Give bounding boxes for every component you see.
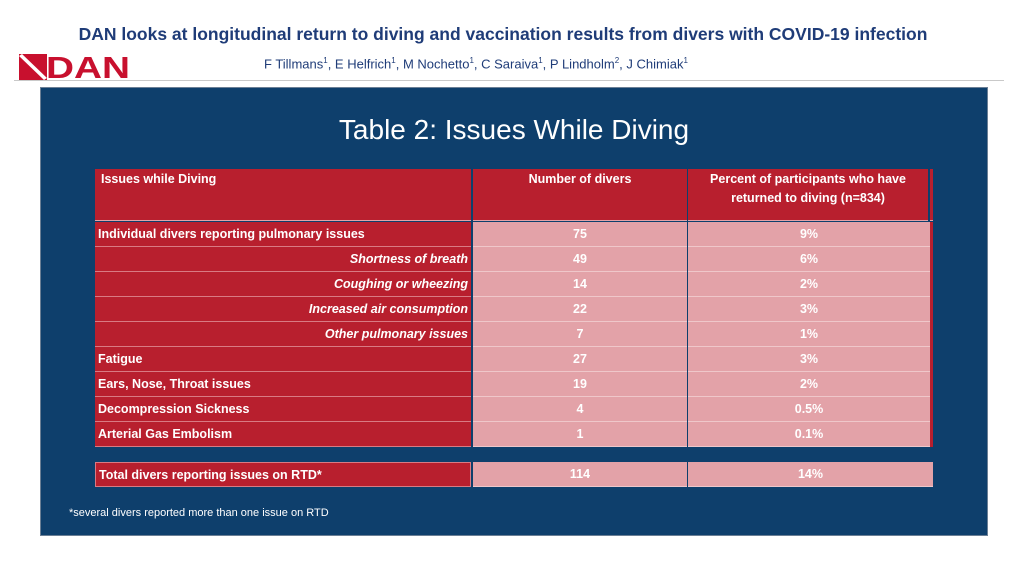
- author-name: J Chimiak: [626, 56, 684, 72]
- issue-label: Coughing or wheezing: [95, 272, 471, 297]
- table-row: Individual divers reporting pulmonary is…: [95, 222, 933, 247]
- issue-label: Fatigue: [95, 347, 471, 372]
- percent-value: 9%: [688, 222, 930, 247]
- table-row: Decompression Sickness 4 0.5%: [95, 397, 933, 422]
- table-edge: [930, 322, 933, 347]
- diver-count: 7: [473, 322, 687, 347]
- percent-value: 3%: [688, 347, 930, 372]
- author-affiliation: 2: [614, 56, 620, 65]
- table-edge: [930, 422, 933, 447]
- table-header-row: Issues while Diving Number of divers Per…: [95, 169, 933, 221]
- issue-label: Arterial Gas Embolism: [95, 422, 471, 447]
- total-percent: 14%: [688, 462, 933, 487]
- logo-wordmark: DAN: [46, 54, 130, 80]
- diver-count: 75: [473, 222, 687, 247]
- diver-count: 4: [473, 397, 687, 422]
- author-name: C Saraiva: [481, 56, 539, 72]
- total-row: Total divers reporting issues on RTD* 11…: [95, 462, 933, 487]
- percent-value: 1%: [688, 322, 930, 347]
- diver-count: 22: [473, 297, 687, 322]
- table-edge: [930, 297, 933, 322]
- table-edge: [930, 347, 933, 372]
- header-divider: [14, 80, 1004, 81]
- issue-label: Increased air consumption: [95, 297, 471, 322]
- table-edge: [930, 372, 933, 397]
- column-header-percent: Percent of participants who have returne…: [688, 169, 928, 221]
- issue-label: Individual divers reporting pulmonary is…: [95, 222, 471, 247]
- author-name: E Helfrich: [334, 56, 392, 72]
- table-edge: [930, 247, 933, 272]
- table-row: Other pulmonary issues 7 1%: [95, 322, 933, 347]
- author-affiliation: 1: [683, 56, 688, 65]
- diver-count: 14: [473, 272, 687, 297]
- percent-value: 2%: [688, 372, 930, 397]
- diver-count: 49: [473, 247, 687, 272]
- percent-value: 0.1%: [688, 422, 930, 447]
- issue-label: Shortness of breath: [95, 247, 471, 272]
- table-panel: Table 2: Issues While Diving Issues whil…: [40, 87, 988, 536]
- column-header-count: Number of divers: [473, 169, 687, 221]
- issue-label: Decompression Sickness: [95, 397, 471, 422]
- percent-value: 2%: [688, 272, 930, 297]
- author-name: P Lindholm: [549, 56, 615, 72]
- author-name: F Tillmans: [264, 56, 324, 72]
- table-row: Coughing or wheezing 14 2%: [95, 272, 933, 297]
- percent-value: 6%: [688, 247, 930, 272]
- table-edge: [930, 397, 933, 422]
- header-title: DAN looks at longitudinal return to divi…: [78, 24, 928, 44]
- table-row: Increased air consumption 22 3%: [95, 297, 933, 322]
- table-edge: [930, 169, 933, 221]
- issue-label: Other pulmonary issues: [95, 322, 471, 347]
- dan-logo: DAN: [19, 54, 130, 80]
- percent-value: 3%: [688, 297, 930, 322]
- table-row: Ears, Nose, Throat issues 19 2%: [95, 372, 933, 397]
- author-affiliation: 1: [391, 56, 396, 65]
- table-row: Arterial Gas Embolism 1 0.1%: [95, 422, 933, 447]
- footnote: *several divers reported more than one i…: [69, 507, 329, 519]
- author-affiliation: 1: [538, 56, 543, 65]
- table-row: Shortness of breath 49 6%: [95, 247, 933, 272]
- table-edge: [930, 272, 933, 297]
- column-header-issue: Issues while Diving: [95, 169, 471, 221]
- issue-label: Ears, Nose, Throat issues: [95, 372, 471, 397]
- author-affiliation: 1: [469, 56, 474, 65]
- table-title: Table 2: Issues While Diving: [338, 114, 690, 145]
- table-row: Fatigue 27 3%: [95, 347, 933, 372]
- author-affiliation: 1: [323, 56, 328, 65]
- total-label: Total divers reporting issues on RTD*: [95, 462, 471, 487]
- diver-count: 19: [473, 372, 687, 397]
- percent-value: 0.5%: [688, 397, 930, 422]
- diver-count: 1: [473, 422, 687, 447]
- table-edge: [930, 222, 933, 247]
- total-count: 114: [473, 462, 687, 487]
- author-list: F Tillmans1, E Helfrich1, M Nochetto1, C…: [264, 56, 688, 72]
- diver-count: 27: [473, 347, 687, 372]
- author-name: M Nochetto: [402, 56, 470, 72]
